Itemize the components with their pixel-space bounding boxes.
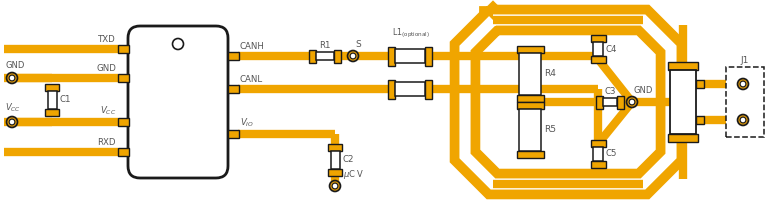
Bar xyxy=(45,84,59,91)
Bar xyxy=(227,85,239,93)
Circle shape xyxy=(347,51,359,61)
Text: J1: J1 xyxy=(741,56,750,65)
Bar xyxy=(603,98,617,106)
Bar xyxy=(328,169,342,176)
Bar xyxy=(617,95,624,109)
Bar xyxy=(388,80,395,99)
Bar xyxy=(227,52,239,60)
Text: CANH: CANH xyxy=(240,42,265,51)
Text: R2: R2 xyxy=(404,51,416,61)
Bar xyxy=(388,47,395,65)
Circle shape xyxy=(627,96,637,108)
Circle shape xyxy=(9,75,15,81)
Text: R3: R3 xyxy=(404,84,416,93)
Text: $V_{CC}$: $V_{CC}$ xyxy=(5,102,21,114)
Bar xyxy=(591,161,605,168)
Bar xyxy=(118,45,128,53)
Circle shape xyxy=(737,79,749,90)
Text: L1$_{\mathsf{(optional)}}$: L1$_{\mathsf{(optional)}}$ xyxy=(392,27,430,40)
Bar xyxy=(726,67,764,137)
Bar xyxy=(593,42,603,56)
Bar xyxy=(118,74,128,82)
Circle shape xyxy=(9,119,15,125)
Text: GND: GND xyxy=(634,86,654,95)
Bar xyxy=(517,95,544,102)
Circle shape xyxy=(332,183,338,189)
Text: C5: C5 xyxy=(606,150,617,159)
Circle shape xyxy=(629,99,635,105)
Bar xyxy=(227,130,239,138)
Text: R1: R1 xyxy=(319,41,331,50)
Bar xyxy=(316,52,334,60)
Bar xyxy=(668,134,698,142)
Bar xyxy=(593,147,603,161)
Text: CANL: CANL xyxy=(240,75,263,84)
Text: $V_{IO}$: $V_{IO}$ xyxy=(240,116,254,129)
Bar xyxy=(309,50,316,62)
Bar xyxy=(45,109,59,116)
Bar xyxy=(517,102,544,109)
Bar xyxy=(591,56,605,63)
Circle shape xyxy=(173,39,184,50)
Text: GND: GND xyxy=(96,64,116,73)
Bar xyxy=(519,53,541,95)
Bar xyxy=(668,62,698,70)
Bar xyxy=(425,80,432,99)
Bar xyxy=(591,35,605,42)
Bar xyxy=(118,148,128,156)
Bar xyxy=(517,151,544,158)
Bar xyxy=(118,118,128,126)
Text: C1: C1 xyxy=(59,95,71,104)
Bar xyxy=(517,46,544,53)
Text: RXD: RXD xyxy=(98,138,116,147)
Circle shape xyxy=(6,116,18,128)
Bar xyxy=(696,116,704,124)
Circle shape xyxy=(329,181,340,192)
Bar xyxy=(395,82,425,96)
Circle shape xyxy=(737,114,749,125)
Text: C4: C4 xyxy=(606,44,617,53)
Bar xyxy=(670,70,696,134)
Bar xyxy=(591,140,605,147)
Circle shape xyxy=(6,72,18,83)
Bar xyxy=(596,95,603,109)
Bar xyxy=(425,47,432,65)
Text: R5: R5 xyxy=(544,125,556,134)
Circle shape xyxy=(740,81,746,87)
Circle shape xyxy=(740,117,746,123)
Text: TXD: TXD xyxy=(98,35,116,44)
Bar xyxy=(519,109,541,151)
Bar xyxy=(696,80,704,88)
Text: GND: GND xyxy=(5,61,25,70)
Bar xyxy=(328,144,342,151)
Bar xyxy=(330,151,339,169)
Text: $V_{CC}$: $V_{CC}$ xyxy=(100,104,116,117)
Text: S: S xyxy=(355,40,361,49)
Bar xyxy=(334,50,341,62)
Text: R4: R4 xyxy=(544,70,556,79)
Text: D1: D1 xyxy=(677,98,690,106)
Text: $\mu$C V: $\mu$C V xyxy=(343,168,365,181)
FancyBboxPatch shape xyxy=(128,26,228,178)
Bar xyxy=(48,91,57,109)
Bar xyxy=(395,49,425,63)
Circle shape xyxy=(350,53,356,59)
Text: C2: C2 xyxy=(343,155,354,164)
Text: C3: C3 xyxy=(604,86,616,95)
